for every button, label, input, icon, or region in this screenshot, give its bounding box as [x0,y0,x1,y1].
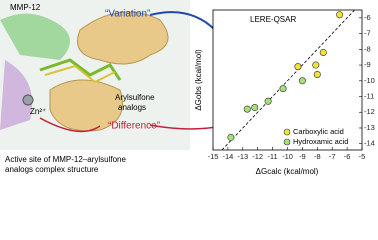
x-tick-label: -7 [329,152,336,161]
x-tick-label: -9 [299,152,306,161]
y-tick-label: -8 [364,44,371,53]
protein-image: MMP-12 Zn²⁺ Arylsulfone analogs “Variati… [0,0,286,174]
surface [77,11,169,65]
y-tick-label: -12 [364,107,375,116]
zinc-label: Zn²⁺ [30,107,46,116]
difference-label: “Difference” [108,121,160,132]
x-tick-label: -12 [252,152,263,161]
x-axis-label: ΔGcalc (kcal/mol) [256,167,319,176]
helix [0,13,70,61]
point [243,105,251,113]
sheet [0,60,33,130]
x-tick-label: -6 [344,152,351,161]
y-tick-label: -9 [364,60,371,69]
y-tick-label: -10 [364,76,375,85]
x-tick-label: -13 [237,152,248,161]
surface [49,79,123,132]
point [227,133,235,141]
point [279,85,287,93]
plot-frame [212,9,363,151]
ligand-label: analogs [118,103,146,112]
y-tick-label: -11 [364,92,374,101]
point [298,77,306,85]
legend-label: Hydroxamic acid [293,137,348,146]
chart: LERE-QSAR ΔGcalc (kcal/mol) ΔGobs (kcal/… [194,9,375,176]
x-tick-label: -15 [208,152,219,161]
point [336,11,344,19]
point [312,61,320,69]
figure: MMP-12 Zn²⁺ Arylsulfone analogs “Variati… [0,0,375,176]
legend-marker [283,128,291,136]
protein-label: MMP-12 [10,3,41,12]
variation-arrow [149,11,216,31]
chart-title: LERE-QSAR [250,15,296,24]
ligand-label: Arylsulfone [115,93,155,102]
point [264,97,272,105]
reference-line [221,9,355,151]
point [313,70,321,78]
ligand [39,58,122,81]
page: {"left": {"protein_label": "MMP-12", "zi… [0,0,375,177]
point [251,104,259,112]
difference-arrow [39,117,101,133]
y-tick-label: -6 [364,13,371,22]
zinc-ion [22,94,34,106]
x-tick-label: -10 [282,152,293,161]
caption: Active site of MMP-12–arylsulfone [5,155,126,164]
y-axis-label: ΔGobs (kcal/mol) [194,49,203,111]
point [319,48,327,56]
variation-label: “Variation” [105,9,150,20]
x-tick-label: -8 [314,152,321,161]
legend-label: Carboxylic acid [293,127,344,136]
ligand [44,64,116,84]
point [294,63,302,71]
x-tick-label: -11 [267,152,277,161]
legend-marker [283,138,291,146]
y-tick-label: -13 [364,123,375,132]
y-tick-label: -14 [364,139,375,148]
x-tick-label: -14 [222,152,233,161]
y-tick-label: -7 [364,29,371,38]
x-tick-label: -5 [359,152,366,161]
caption: analogs complex structure [5,165,99,174]
